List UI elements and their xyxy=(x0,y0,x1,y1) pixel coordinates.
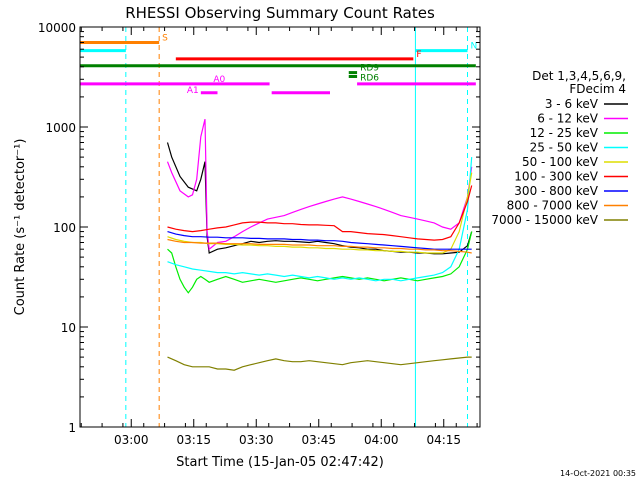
legend-label-5: 100 - 300 keV xyxy=(514,170,598,184)
x-tick-label-2: 03:30 xyxy=(239,433,274,447)
x-axis-label: Start Time (15-Jan-05 02:47:42) xyxy=(176,455,384,470)
series-line-2 xyxy=(167,231,473,294)
flag-label-7: A0 xyxy=(213,75,225,85)
legend-label-8: 7000 - 15000 keV xyxy=(491,213,598,227)
series-line-6 xyxy=(167,231,472,250)
x-tick-label-3: 03:45 xyxy=(301,433,336,447)
x-tick-label-1: 03:15 xyxy=(176,433,211,447)
flag-label-5: RD6 xyxy=(360,73,379,83)
x-tick-label-4: 04:00 xyxy=(364,433,399,447)
series-layer xyxy=(166,118,473,371)
y-axis: 1 10 100 1000 10000 xyxy=(38,21,480,435)
series-line-4 xyxy=(167,172,473,254)
x-tick-label-0: 03:00 xyxy=(114,433,149,447)
y-tick-label-2: 100 xyxy=(53,221,76,235)
series-line-7 xyxy=(167,238,472,254)
y-tick-label-0: 1 xyxy=(68,421,76,435)
series-line-3 xyxy=(167,157,473,282)
y-axis-label: Count Rate (s⁻¹ detector⁻¹) xyxy=(13,139,28,316)
series-line-5 xyxy=(167,185,473,241)
flag-label-8: A1 xyxy=(187,86,199,96)
x-tick-label-5: 04:15 xyxy=(426,433,461,447)
legend-header-1: FDecim 4 xyxy=(569,82,626,96)
flag-label-1: N xyxy=(471,42,478,52)
flag-label-4: RD9 xyxy=(360,64,379,74)
legend-label-7: 800 - 7000 keV xyxy=(507,199,599,213)
legend-label-0: 3 - 6 keV xyxy=(545,97,599,111)
chart-title: RHESSI Observing Summary Count Rates xyxy=(125,4,435,22)
series-line-8 xyxy=(167,356,472,371)
x-axis: 03:00 03:15 03:30 03:45 04:00 04:15 xyxy=(80,27,478,447)
y-tick-label-4: 10000 xyxy=(38,21,76,35)
flag-label-0: S xyxy=(162,33,168,43)
legend-header-0: Det 1,3,4,5,6,9, xyxy=(532,69,626,83)
footer-timestamp: 14-Oct-2021 00:35 xyxy=(560,469,636,478)
legend-label-1: 6 - 12 keV xyxy=(537,112,599,126)
y-tick-label-3: 1000 xyxy=(45,121,76,135)
legend-label-4: 50 - 100 keV xyxy=(522,155,599,169)
legend-label-6: 300 - 800 keV xyxy=(514,184,598,198)
flag-label-2: F xyxy=(416,50,421,60)
legend-label-2: 12 - 25 keV xyxy=(530,126,599,140)
legend-label-3: 25 - 50 keV xyxy=(530,141,599,155)
y-tick-label-1: 10 xyxy=(61,321,76,335)
series-line-1 xyxy=(166,118,473,251)
